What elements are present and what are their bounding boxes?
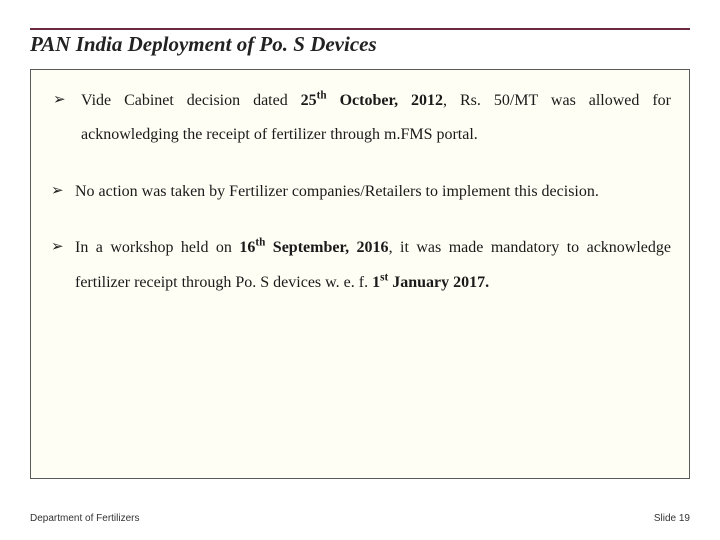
bullet-item: No action was taken by Fertilizer compan… [49, 175, 671, 209]
bullet-text: Vide Cabinet decision dated [81, 92, 301, 109]
footer-right: Slide 19 [654, 513, 690, 524]
title-rule: PAN India Deployment of Po. S Devices [30, 28, 690, 61]
slide: PAN India Deployment of Po. S Devices Vi… [0, 0, 720, 540]
bold-date: 25th October, 2012 [301, 92, 443, 109]
ordinal-sup: th [317, 90, 327, 102]
bullet-item: In a workshop held on 16th September, 20… [49, 231, 671, 300]
slide-title: PAN India Deployment of Po. S Devices [30, 30, 690, 61]
footer: Department of Fertilizers Slide 19 [30, 513, 690, 524]
footer-left: Department of Fertilizers [30, 513, 139, 524]
bold-month-year: October, 2012 [327, 92, 443, 109]
ordinal-sup: st [380, 271, 388, 283]
bullet-item: Vide Cabinet decision dated 25th October… [49, 84, 671, 153]
bold-month-year: September, 2016 [265, 239, 388, 256]
bold-month-year: January 2017. [388, 274, 489, 291]
bullet-list: Vide Cabinet decision dated 25th October… [49, 84, 671, 300]
bold-date: 1st January 2017. [372, 274, 489, 291]
bullet-text: No action was taken by Fertilizer compan… [75, 183, 599, 200]
content-box: Vide Cabinet decision dated 25th October… [30, 69, 690, 479]
bold-day: 25 [301, 92, 317, 109]
bold-day: 1 [372, 274, 380, 291]
bullet-text: In a workshop held on [75, 239, 239, 256]
ordinal-sup: th [255, 237, 265, 249]
bold-date: 16th September, 2016 [239, 239, 388, 256]
bold-day: 16 [239, 239, 255, 256]
